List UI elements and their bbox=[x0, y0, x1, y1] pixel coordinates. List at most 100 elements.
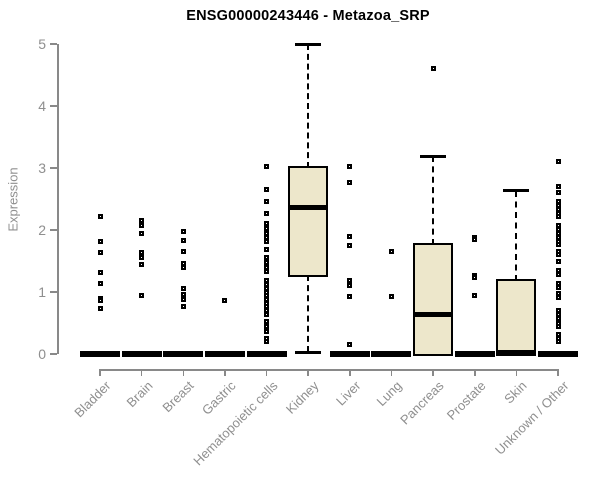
y-tick-label: 4 bbox=[38, 98, 46, 114]
upper-whisker-cap bbox=[295, 42, 322, 46]
outlier-point bbox=[264, 163, 270, 169]
outlier-point bbox=[264, 255, 270, 261]
collapsed-box-median bbox=[163, 351, 204, 357]
outlier-point bbox=[139, 293, 145, 299]
outlier-point bbox=[264, 339, 270, 345]
outlier-point bbox=[347, 243, 353, 248]
box-median bbox=[290, 205, 327, 211]
collapsed-box-median bbox=[121, 351, 162, 357]
x-category-label: Unknown / Other bbox=[492, 378, 572, 458]
collapsed-box-median bbox=[80, 351, 120, 357]
box-iqr bbox=[288, 166, 329, 278]
outlier-point bbox=[555, 159, 561, 165]
y-tick-label: 3 bbox=[38, 160, 46, 176]
outlier-point bbox=[555, 241, 561, 247]
upper-whisker-cap bbox=[420, 154, 447, 158]
upper-whisker bbox=[307, 44, 310, 168]
lower-whisker-cap bbox=[295, 350, 322, 354]
outlier-point bbox=[264, 230, 270, 236]
y-axis-tick bbox=[50, 167, 57, 169]
upper-whisker bbox=[432, 156, 435, 245]
outlier-point bbox=[180, 286, 186, 292]
outlier-point bbox=[347, 179, 353, 185]
outlier-point bbox=[555, 267, 561, 273]
box-median bbox=[415, 312, 452, 318]
box-iqr bbox=[413, 242, 454, 356]
outlier-point bbox=[264, 210, 270, 216]
outlier-point bbox=[347, 282, 353, 288]
outlier-point bbox=[347, 293, 353, 299]
outlier-point bbox=[555, 285, 561, 291]
x-axis-tick bbox=[474, 369, 476, 376]
outlier-point bbox=[347, 278, 353, 284]
lower-whisker bbox=[307, 275, 310, 353]
x-axis-tick bbox=[515, 369, 518, 376]
collapsed-box-median bbox=[246, 351, 287, 357]
outlier-point bbox=[139, 255, 145, 261]
outlier-point bbox=[180, 304, 186, 310]
outlier-point bbox=[264, 247, 270, 253]
x-axis-tick bbox=[265, 369, 268, 376]
x-axis-tick bbox=[99, 369, 101, 376]
y-tick-label: 2 bbox=[38, 222, 46, 238]
y-axis-tick bbox=[50, 353, 57, 355]
collapsed-box-median bbox=[204, 351, 245, 357]
outlier-point bbox=[180, 228, 186, 234]
outlier-point bbox=[97, 270, 103, 276]
outlier-point bbox=[555, 214, 561, 220]
outlier-point bbox=[180, 265, 186, 271]
outlier-point bbox=[472, 236, 478, 242]
y-tick-label: 5 bbox=[38, 36, 46, 52]
outlier-point bbox=[555, 339, 561, 345]
outlier-point bbox=[555, 316, 561, 322]
chart-title: ENSG00000243446 - Metazoa_SRP bbox=[186, 8, 430, 24]
x-axis-tick bbox=[224, 369, 226, 376]
outlier-point bbox=[555, 251, 561, 257]
x-axis-tick bbox=[349, 369, 351, 376]
y-axis-label: Expression bbox=[5, 167, 21, 232]
y-axis-line bbox=[57, 44, 59, 354]
outlier-point bbox=[430, 65, 436, 71]
outlier-point bbox=[555, 222, 561, 228]
outlier-point bbox=[180, 249, 186, 255]
outlier-point bbox=[555, 272, 561, 278]
y-axis-tick bbox=[50, 229, 57, 231]
outlier-point bbox=[264, 187, 270, 193]
outlier-point bbox=[388, 293, 394, 299]
y-tick-label: 1 bbox=[38, 284, 46, 300]
outlier-point bbox=[264, 269, 270, 275]
x-axis-tick bbox=[390, 369, 393, 376]
outlier-point bbox=[180, 238, 186, 244]
x-axis-tick bbox=[182, 369, 185, 376]
outlier-point bbox=[139, 261, 145, 267]
box-median bbox=[498, 350, 535, 356]
collapsed-box-median bbox=[538, 351, 579, 357]
outlier-point bbox=[264, 323, 270, 329]
outlier-point bbox=[97, 214, 103, 220]
outlier-point bbox=[555, 184, 561, 190]
outlier-point bbox=[472, 293, 478, 299]
outlier-point bbox=[347, 233, 353, 239]
x-axis-tick bbox=[307, 369, 309, 376]
collapsed-box-median bbox=[454, 351, 495, 357]
outlier-point bbox=[264, 198, 270, 204]
outlier-point bbox=[555, 202, 561, 208]
outlier-point bbox=[264, 311, 270, 317]
outlier-point bbox=[139, 218, 145, 224]
collapsed-box-median bbox=[371, 351, 412, 357]
outlier-point bbox=[472, 275, 478, 281]
outlier-point bbox=[555, 311, 561, 317]
outlier-point bbox=[97, 239, 103, 245]
outlier-point bbox=[180, 296, 186, 302]
box-iqr bbox=[496, 279, 537, 356]
upper-whisker bbox=[515, 190, 518, 282]
x-axis-line bbox=[99, 369, 560, 371]
outlier-point bbox=[97, 281, 103, 287]
outlier-point bbox=[264, 238, 270, 244]
x-axis-tick bbox=[140, 369, 143, 376]
y-axis-tick bbox=[50, 105, 57, 107]
outlier-point bbox=[347, 342, 353, 348]
outlier-point bbox=[139, 223, 145, 229]
outlier-point bbox=[555, 259, 561, 265]
